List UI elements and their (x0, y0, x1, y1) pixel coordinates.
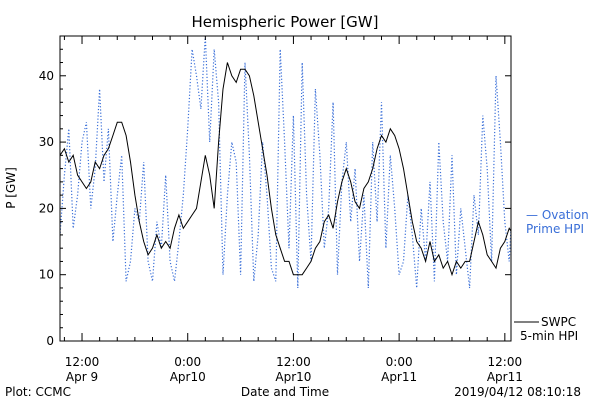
y-axis-label: P [GW] (4, 167, 18, 209)
x-tick-label-date-4: Apr11 (487, 370, 523, 384)
plot-timestamp: 2019/04/12 08:10:18 (454, 385, 581, 399)
series-ovation-prime-hpi (60, 36, 511, 289)
series-layer (60, 36, 511, 289)
x-tick-label-date-2: Apr10 (275, 370, 311, 384)
legend-swpc-line2: 5-min HPI (520, 329, 578, 343)
legend: — Ovation Prime HPI SWPC 5-min HPI (514, 208, 589, 343)
y-tick-label-4: 40 (39, 69, 54, 83)
plot-credit: Plot: CCMC (5, 385, 71, 399)
series-swpc-5min-hpi (60, 62, 511, 277)
legend-swpc-line1: SWPC (541, 315, 576, 329)
y-tick-label-3: 30 (39, 135, 54, 149)
x-tick-label-time-1: 0:00 (174, 355, 201, 369)
y-tick-label-2: 20 (39, 201, 54, 215)
y-axis-ticks: 0 10 20 30 40 (39, 35, 511, 348)
y-tick-label-0: 0 (46, 334, 54, 348)
x-tick-label-time-3: 0:00 (386, 355, 413, 369)
x-tick-label-date-1: Apr10 (170, 370, 206, 384)
plot-frame (59, 35, 512, 342)
y-tick-label-1: 10 (39, 268, 54, 282)
legend-ovation-line2: Prime HPI (526, 222, 584, 236)
x-tick-label-date-3: Apr11 (381, 370, 417, 384)
x-tick-label-date-0: Apr 9 (66, 370, 98, 384)
x-axis-label: Date and Time (241, 385, 329, 399)
chart-title: Hemispheric Power [GW] (192, 13, 379, 31)
x-tick-label-time-4: 12:00 (488, 355, 523, 369)
x-tick-label-time-0: 12:00 (65, 355, 100, 369)
legend-ovation-line1: — Ovation (526, 208, 589, 222)
x-tick-label-time-2: 12:00 (276, 355, 311, 369)
